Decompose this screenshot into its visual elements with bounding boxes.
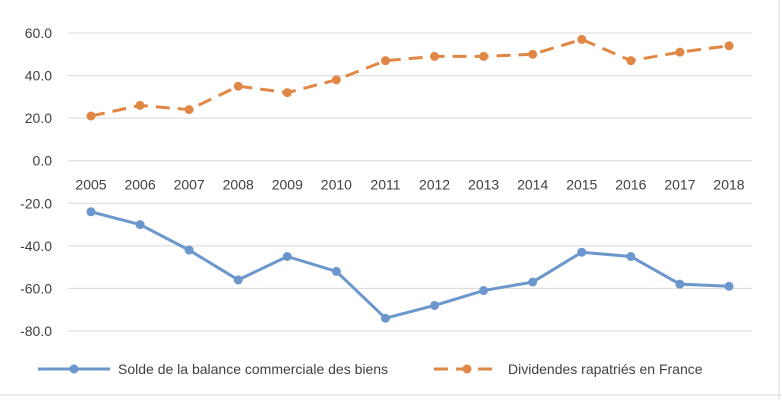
series-point — [380, 56, 390, 66]
series-point — [282, 88, 292, 98]
x-tick-label: 2006 — [124, 177, 155, 193]
series-point — [724, 41, 734, 51]
legend-swatch-marker — [462, 364, 472, 374]
y-tick-label: -60.0 — [20, 280, 52, 296]
x-tick-label: 2017 — [664, 177, 695, 193]
series-point — [86, 111, 96, 121]
x-tick-label: 2015 — [566, 177, 597, 193]
legend-label: Solde de la balance commerciale des bien… — [118, 361, 388, 377]
series-point — [577, 247, 587, 257]
x-tick-label: 2016 — [615, 177, 646, 193]
x-tick-label: 2008 — [223, 177, 254, 193]
series-point — [626, 56, 636, 66]
series-point — [430, 300, 440, 310]
series-point — [184, 245, 194, 255]
y-tick-label: -80.0 — [20, 323, 52, 339]
series-point — [86, 207, 96, 217]
series-line — [90, 37, 730, 118]
series-point — [380, 313, 390, 323]
series-point — [184, 105, 194, 115]
series-point — [528, 277, 538, 287]
series-point — [331, 266, 341, 276]
y-tick-label: 40.0 — [25, 68, 52, 84]
series-point — [675, 279, 685, 289]
series-point — [233, 81, 243, 91]
series — [86, 34, 734, 323]
x-tick-label: 2005 — [75, 177, 106, 193]
series-point — [675, 47, 685, 57]
series-point — [331, 75, 341, 85]
legend: Solde de la balance commerciale des bien… — [38, 361, 703, 377]
x-tick-label: 2007 — [174, 177, 205, 193]
series-point — [135, 220, 145, 230]
series-point — [479, 51, 489, 61]
y-tick-label: 0.0 — [33, 153, 53, 169]
x-tick-label: 2011 — [370, 177, 400, 193]
x-tick-label: 2014 — [517, 177, 548, 193]
x-tick-label: 2009 — [272, 177, 303, 193]
series-point — [135, 100, 145, 110]
x-axis-tick-labels: 2005 2006 2007 2008 2009 2010 2011 2012 2013 2014… — [75, 177, 744, 193]
series-point — [233, 275, 243, 285]
y-tick-label: -20.0 — [20, 195, 52, 211]
series-point — [528, 49, 538, 59]
x-tick-label: 2010 — [321, 177, 352, 193]
legend-label: Dividendes rapatriés en France — [508, 361, 703, 377]
series-line — [90, 210, 730, 320]
gridlines — [68, 32, 752, 332]
legend-swatch-marker — [69, 364, 79, 374]
x-tick-label: 2013 — [468, 177, 499, 193]
x-tick-label: 2012 — [419, 177, 450, 193]
series-point — [479, 286, 489, 296]
series-point — [724, 281, 734, 291]
y-tick-label: 20.0 — [25, 110, 52, 126]
series-point — [282, 252, 292, 261]
series-point — [577, 34, 587, 44]
y-axis-tick-labels: 60.0 40.0 20.0 0.0 -20.0 -40.0 -60.0 -80.0 — [20, 25, 52, 339]
y-tick-label: 60.0 — [25, 25, 52, 41]
x-tick-label: 2018 — [713, 177, 744, 193]
series-point — [626, 252, 636, 261]
y-tick-label: -40.0 — [20, 238, 52, 254]
series-point — [430, 51, 440, 61]
